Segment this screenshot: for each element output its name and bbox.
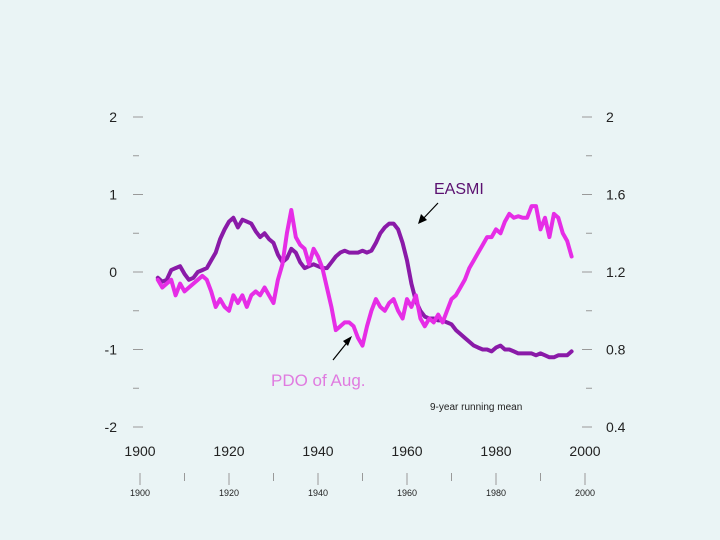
- x-axis-lower-tick-label: 1920: [219, 488, 239, 498]
- pdo-arrow: [332, 336, 352, 361]
- series-line-easmi: [155, 215, 574, 360]
- x-axis-tick-label: 1980: [480, 443, 511, 459]
- right-axis-tick-label: 0.8: [606, 342, 626, 358]
- right-axis-tick-label: 2: [606, 109, 614, 125]
- left-axis-tick-label: 2: [109, 109, 117, 125]
- x-axis-lower-tick-label: 2000: [575, 488, 595, 498]
- running-mean-note: 9-year running mean: [430, 402, 522, 413]
- x-axis-tick-label: 1920: [213, 443, 244, 459]
- easmi-arrow: [418, 202, 439, 224]
- x-axis-tick-label: 1940: [302, 443, 333, 459]
- series-layer: [155, 204, 574, 360]
- right-axis-tick-label: 1.6: [606, 187, 626, 203]
- x-axis-lower-tick-label: 1960: [397, 488, 417, 498]
- right-axis-tick-label: 0.4: [606, 419, 626, 435]
- pdo-label: PDO of Aug.: [271, 371, 366, 390]
- left-axis-tick-label: -1: [105, 342, 118, 358]
- x-axis-lower-tick-label: 1980: [486, 488, 506, 498]
- easmi-label: EASMI: [434, 181, 484, 198]
- x-axis-tick-label: 1900: [124, 443, 155, 459]
- series-line-pdo-of-aug: [155, 204, 574, 348]
- left-axis-tick-label: 1: [109, 187, 117, 203]
- left-axis-tick-label: -2: [105, 419, 118, 435]
- x-axis-tick-label: 1960: [391, 443, 422, 459]
- right-axis-tick-label: 1.2: [606, 264, 626, 280]
- right-axis: 2 1.6 1.2 0.8 0.4: [582, 109, 626, 435]
- left-axis: 2 1 0 -1 -2: [105, 109, 143, 435]
- x-axis: 1900 1920 1940 1960 1980 2000 1900 1920 1940 1960…: [124, 443, 600, 498]
- x-axis-lower-tick-label: 1900: [130, 488, 150, 498]
- left-axis-tick-label: 0: [109, 264, 117, 280]
- x-axis-tick-label: 2000: [569, 443, 600, 459]
- x-axis-lower-tick-label: 1940: [308, 488, 328, 498]
